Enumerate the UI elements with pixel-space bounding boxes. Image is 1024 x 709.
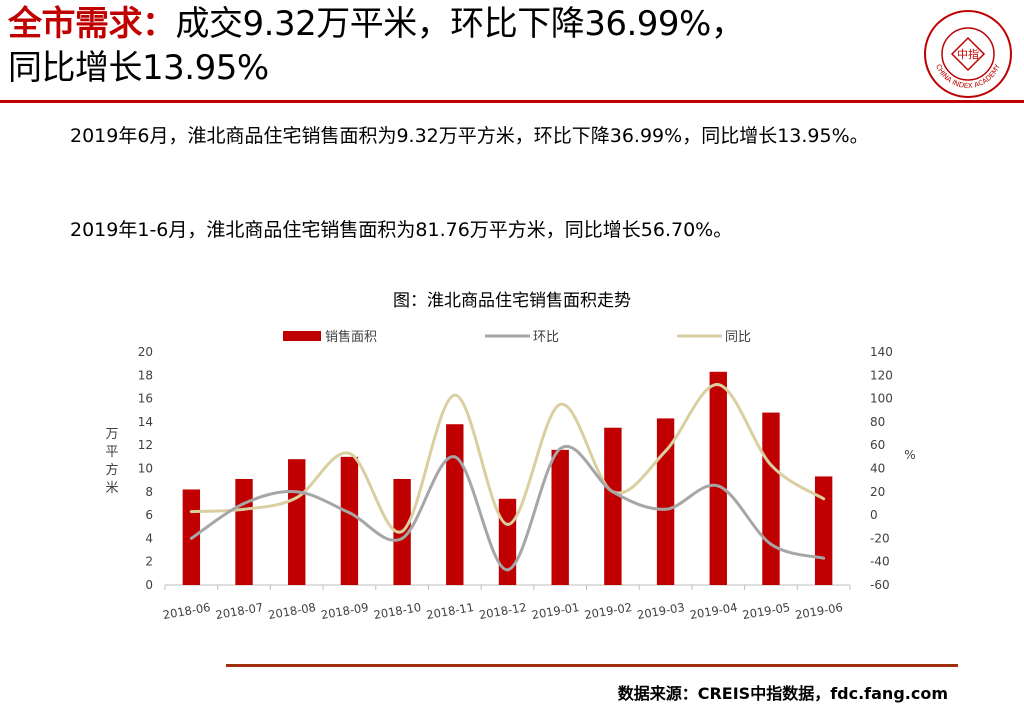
point-yoy (347, 451, 351, 455)
point-mom (611, 490, 615, 494)
point-mom (295, 490, 299, 494)
bar-sales-area (551, 449, 569, 585)
bar-sales-area (656, 418, 675, 585)
y2-tick-label: 60 (870, 438, 885, 452)
y2-tick-label: -60 (870, 578, 890, 592)
x-tick-label: 2019-06 (794, 600, 844, 622)
x-tick-label: 2018-11 (425, 600, 475, 622)
paragraph-monthly: 2019年6月，淮北商品住宅销售面积为9.32万平方米，环比下降36.99%，同… (70, 125, 869, 147)
x-tick-label: 2018-12 (478, 600, 528, 622)
point-yoy (716, 383, 720, 387)
y2-tick-label: -20 (870, 531, 890, 545)
y2-tick-label: -40 (870, 555, 890, 569)
point-yoy (400, 529, 404, 533)
x-tick-label: 2019-04 (689, 600, 739, 622)
y-axis-label-char: 米 (105, 481, 118, 496)
point-yoy (664, 449, 668, 453)
point-yoy (189, 510, 193, 514)
x-tick-label: 2019-02 (583, 600, 633, 622)
y2-tick-label: 80 (870, 415, 885, 429)
legend-label-yoy: 同比 (725, 330, 751, 345)
point-yoy (295, 496, 299, 500)
y-tick-label: 16 (138, 392, 153, 406)
china-index-academy-logo: 中指 CHINA INDEX ACADEMY (924, 10, 1012, 98)
y-tick-label: 12 (138, 438, 153, 452)
y-tick-label: 4 (145, 531, 153, 545)
point-yoy (822, 497, 826, 501)
legend-swatch-sales (283, 331, 321, 341)
point-mom (347, 511, 351, 515)
point-mom (558, 447, 562, 451)
point-mom (822, 556, 826, 560)
y2-axis-label: % (904, 448, 915, 462)
point-mom (242, 501, 246, 505)
y2-tick-label: 0 (870, 508, 878, 522)
y-axis-label-char: 万 (105, 427, 118, 442)
x-tick-label: 2019-03 (636, 600, 686, 622)
bar-sales-area (709, 371, 727, 585)
bar-sales-area (446, 424, 464, 585)
y2-tick-label: 40 (870, 462, 885, 476)
y-tick-label: 2 (145, 555, 153, 569)
legend-label-sales: 销售面积 (325, 329, 377, 345)
y-tick-label: 8 (145, 485, 153, 499)
point-yoy (769, 463, 773, 467)
point-mom (189, 536, 193, 540)
y-tick-label: 10 (138, 462, 153, 476)
x-tick-label: 2018-06 (162, 600, 212, 622)
bar-sales-area (235, 478, 253, 585)
x-tick-label: 2018-09 (320, 600, 370, 622)
point-mom (453, 455, 457, 459)
x-tick-label: 2018-10 (373, 600, 423, 622)
logo-center-text: 中指 (957, 47, 979, 61)
bar-sales-area (340, 456, 359, 585)
title-headline-2: 同比增长13.95% (8, 48, 269, 88)
y-axis-label-char: 平 (105, 445, 118, 460)
x-tick-label: 2019-05 (741, 600, 791, 622)
point-mom (769, 542, 773, 546)
bar-sales-area (814, 476, 833, 585)
title-keyword: 全市需求： (8, 4, 176, 44)
point-mom (506, 568, 509, 572)
y-tick-label: 14 (138, 415, 153, 429)
header-divider (0, 100, 1024, 103)
bar-sales-area (762, 412, 780, 585)
y-tick-label: 6 (145, 508, 153, 522)
point-yoy (242, 507, 246, 511)
y2-tick-label: 20 (870, 485, 885, 499)
point-yoy (558, 402, 562, 406)
bar-sales-area (288, 459, 306, 585)
y2-tick-label: 100 (870, 392, 893, 406)
y-axis-label-char: 方 (105, 462, 118, 478)
legend-label-mom: 环比 (533, 330, 559, 345)
bar-sales-area (498, 498, 517, 585)
point-mom (664, 507, 668, 511)
data-source: 数据来源：CREIS中指数据，fdc.fang.com (617, 684, 948, 703)
title-headline-1: 成交9.32万平米，环比下降36.99%， (175, 4, 745, 44)
footer-divider (226, 664, 958, 667)
page-title: 全市需求：成交9.32万平米，环比下降36.99%， 同比增长13.95% (8, 2, 908, 90)
y-tick-label: 0 (145, 578, 153, 592)
y-tick-label: 20 (138, 345, 153, 359)
x-tick-label: 2018-08 (267, 600, 317, 622)
chart-title: 图：淮北商品住宅销售面积走势 (393, 291, 631, 311)
point-mom (716, 484, 720, 488)
point-mom (400, 536, 404, 540)
y2-tick-label: 140 (870, 345, 893, 359)
y-tick-label: 18 (138, 368, 153, 382)
y2-tick-label: 120 (870, 368, 893, 382)
point-yoy (506, 522, 509, 526)
point-yoy (453, 393, 457, 397)
paragraph-ytd: 2019年1-6月，淮北商品住宅销售面积为81.76万平方米，同比增长56.70… (70, 219, 733, 241)
x-tick-label: 2019-01 (531, 600, 581, 622)
bar-sales-area (604, 427, 622, 585)
x-tick-label: 2018-07 (214, 600, 264, 622)
